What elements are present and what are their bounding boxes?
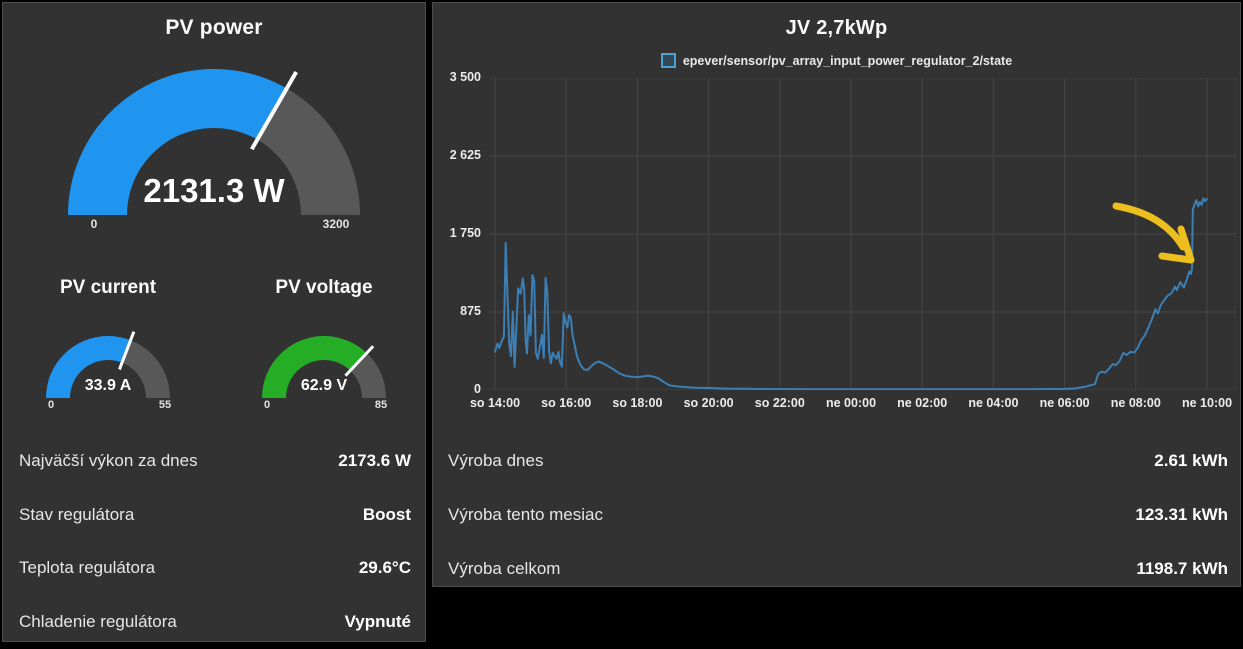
legend-series-label: epever/sensor/pv_array_input_power_regul… — [682, 53, 1013, 68]
pv-current-gauge-arc-clip — [46, 336, 170, 398]
stat-label: Chladenie regulátora — [19, 612, 177, 631]
x-tick-label: ne 08:00 — [1110, 396, 1161, 410]
power-history-chart — [489, 78, 1236, 390]
stat-value: 29.6°C — [358, 558, 411, 577]
stat-label: Stav regulátora — [19, 505, 135, 524]
stat-label: Výroba dnes — [448, 451, 544, 470]
y-tick-label: 0 — [474, 382, 481, 396]
pv-power-title: PV power — [165, 16, 263, 39]
y-tick-label: 1 750 — [449, 226, 481, 240]
pv-power-gauge-arc-clip — [68, 69, 360, 215]
pv-current-max-label: 55 — [158, 399, 172, 411]
legend-series-swatch-icon — [660, 53, 676, 68]
stat-label: Najväčší výkon za dnes — [19, 451, 198, 470]
x-tick-label: ne 02:00 — [897, 396, 948, 410]
x-tick-label: so 14:00 — [469, 396, 521, 410]
stat-row-max-power-today: Najväčší výkon za dnes 2173.6 W — [19, 450, 411, 472]
stat-label: Výroba celkom — [448, 559, 561, 578]
pv-current-title: PV current — [59, 277, 157, 298]
stat-label: Teplota regulátora — [19, 558, 156, 577]
pv-power-max-label: 3200 — [322, 217, 350, 231]
pv-power-gauge: 2131.3 W 0 3200 — [68, 69, 360, 231]
x-tick-label: ne 10:00 — [1181, 396, 1233, 410]
pv-voltage-max-label: 85 — [374, 399, 388, 411]
x-tick-label: so 16:00 — [541, 396, 592, 410]
pv-power-min-label: 0 — [90, 217, 98, 231]
pv-voltage-gauge-arc-clip — [262, 336, 386, 398]
pv-current-min-label: 0 — [47, 399, 55, 411]
pv-current-value: 33.9 A — [84, 377, 132, 394]
y-tick-label: 2 625 — [449, 148, 481, 162]
x-tick-label: so 22:00 — [754, 396, 805, 410]
pv-chart-panel: JV 2,7kWp epever/sensor/pv_array_input_p… — [432, 2, 1241, 587]
pv-voltage-min-label: 0 — [263, 399, 271, 411]
stat-value: 2173.6 W — [338, 451, 411, 470]
pv-power-value: 2131.3 W — [143, 172, 285, 209]
legend-item[interactable]: epever/sensor/pv_array_input_power_regul… — [433, 53, 1240, 68]
stat-value: Boost — [362, 505, 411, 524]
pv-voltage-gauge: 62.9 V 0 85 — [262, 336, 387, 411]
stat-row-regulator-state: Stav regulátora Boost — [19, 504, 411, 526]
pv-voltage-value: 62.9 V — [300, 377, 348, 394]
stat-row-production-today: Výroba dnes 2.61 kWh — [448, 450, 1228, 472]
hand-drawn-arrow-annotation — [1112, 202, 1195, 264]
chart-gridlines — [489, 78, 1236, 390]
stat-row-regulator-cooling: Chladenie regulátora Vypnuté — [19, 611, 411, 633]
stat-label: Výroba tento mesiac — [448, 505, 603, 524]
x-tick-label: ne 06:00 — [1039, 396, 1090, 410]
x-tick-label: so 18:00 — [612, 396, 663, 410]
y-tick-label: 3 500 — [449, 70, 481, 84]
chart-title: JV 2,7kWp — [785, 17, 888, 39]
stat-value: 123.31 kWh — [1135, 505, 1228, 524]
x-tick-label: so 20:00 — [683, 396, 734, 410]
y-tick-label: 875 — [460, 304, 481, 318]
pv-voltage-title: PV voltage — [275, 277, 373, 298]
pv-gauges-panel: PV power 2131.3 W 0 3200 PV current PV v… — [2, 2, 426, 642]
x-tick-label: ne 00:00 — [825, 396, 877, 410]
stat-value: 2.61 kWh — [1154, 451, 1228, 470]
arrow-head — [1158, 225, 1195, 264]
stat-value: 1198.7 kWh — [1136, 559, 1228, 578]
power-series-line — [494, 197, 1208, 390]
stat-row-regulator-temperature: Teplota regulátora 29.6°C — [19, 557, 411, 579]
arrow-shaft — [1112, 202, 1187, 251]
stat-value: Vypnuté — [344, 612, 411, 631]
pv-current-gauge: 33.9 A 0 55 — [46, 331, 171, 411]
stat-row-production-month: Výroba tento mesiac 123.31 kWh — [448, 504, 1228, 526]
stat-row-production-total: Výroba celkom 1198.7 kWh — [448, 558, 1228, 580]
x-tick-label: ne 04:00 — [968, 396, 1019, 410]
